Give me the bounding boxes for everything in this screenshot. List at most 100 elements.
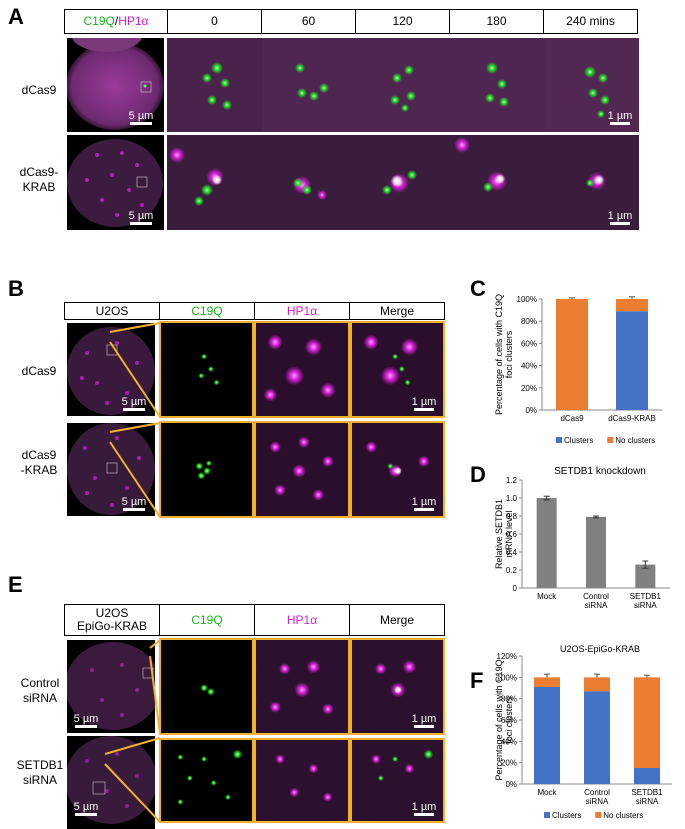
c19q-zoom-image — [159, 321, 254, 418]
nucleus-image: 5 µm — [67, 323, 155, 416]
row-label-setdb1-sirna: SETDB1 siRNA — [16, 758, 64, 787]
nucleus-image: 5 µm — [67, 423, 155, 516]
legend-label: No clusters — [603, 811, 643, 820]
timelapse-zoom-image — [167, 38, 262, 132]
channel-separator: / — [114, 14, 119, 28]
bar — [586, 516, 606, 588]
nucleus-image: 5 µm — [67, 135, 164, 230]
header-hp1a: HP1α — [254, 302, 350, 320]
chart-f: 0% 20% 40% 60% 80% 100% 120% U2OS-EpiGo-KRAB Per… — [494, 644, 672, 820]
c19q-zoom-image — [159, 421, 254, 518]
header-hp1a: HP1α — [254, 604, 350, 636]
x-tick-label: dCas9-KRAB — [608, 414, 656, 423]
y-tick-label: 40% — [521, 362, 537, 371]
x-tick-label: SETDB1 siRNA — [631, 788, 663, 806]
merge-zoom-image: 1 µm — [350, 321, 445, 418]
scale-bar: 5 µm — [126, 210, 156, 226]
y-tick-label: 40% — [501, 737, 517, 746]
nucleus-image: 5 µm — [67, 640, 155, 733]
bar-clusters — [634, 768, 660, 784]
zoom-guide-lines — [104, 639, 161, 823]
timepoint-180: 180 — [449, 9, 544, 34]
timelapse-zoom-image — [262, 135, 357, 230]
bar — [536, 498, 557, 588]
y-tick-label: 20% — [521, 384, 537, 393]
scale-bar: 5 µm — [71, 713, 101, 729]
panel-letter-a: A — [8, 4, 24, 29]
y-tick-label: 0.8 — [506, 512, 518, 521]
panel-letter-d: D — [470, 462, 486, 487]
timelapse-zoom-image — [167, 135, 262, 230]
scale-bar: 1 µm — [411, 713, 437, 729]
bar-clusters — [584, 691, 610, 784]
scale-bar: 1 µm — [411, 396, 437, 412]
legend-swatch — [595, 812, 602, 818]
legend-swatch — [556, 437, 562, 443]
magenta-channel-label: HP1α — [118, 14, 149, 28]
merge-zoom-image: 1 µm — [350, 421, 445, 518]
scale-bar: 5 µm — [119, 496, 149, 512]
scale-bar: 5 µm — [126, 110, 156, 126]
header-merge: Merge — [349, 604, 445, 636]
bar-no-clusters — [616, 299, 648, 312]
x-tick-label: Mock — [537, 592, 557, 601]
x-tick-label: SETDB1 siRNA — [630, 592, 662, 610]
scale-bar: 5 µm — [119, 396, 149, 412]
timelapse-zoom-image — [452, 38, 545, 132]
y-tick-label: 60% — [521, 339, 537, 348]
header-u2os: U2OS — [64, 302, 160, 320]
chart-c: 0% 20% 40% 60% 80% 100%Percentage of cells wi… — [494, 294, 662, 445]
green-channel-label: C19Q — [83, 14, 115, 28]
y-tick-label: 100% — [517, 295, 537, 304]
chart-title: U2OS-EpiGo-KRAB — [560, 644, 640, 654]
legend-swatch — [607, 437, 614, 443]
scale-bar: 1 µm — [411, 496, 437, 512]
panel-letter-c: C — [470, 276, 486, 301]
y-tick-label: 80% — [501, 695, 517, 704]
y-tick-label: 120% — [497, 652, 517, 661]
bar-no-clusters — [556, 299, 588, 410]
hp1a-zoom-image — [254, 638, 350, 735]
nucleus-image: 5 µm — [67, 38, 164, 132]
panel-letter-e: E — [8, 572, 23, 597]
row-label-dcas9-krab: dCas9- KRAB — [19, 165, 59, 194]
y-axis-label: Percentage of cells with C19Qfoci cluste… — [494, 294, 514, 415]
header-merge: Merge — [349, 302, 445, 320]
timelapse-zoom-image: 1 µm — [545, 38, 639, 132]
c19q-zoom-image — [159, 638, 254, 735]
chart-d: 0 0.2 0.4 0.6 0.8 1.0 1.2 SETDB1 knockdown Relat… — [494, 466, 670, 610]
bar-clusters — [534, 686, 560, 784]
bar-clusters — [616, 311, 648, 410]
legend-label: No clusters — [615, 436, 655, 445]
y-tick-label: 20% — [501, 759, 517, 768]
bar-no-clusters — [634, 677, 660, 768]
y-tick-label: 0.6 — [506, 530, 518, 539]
bar — [635, 564, 656, 588]
header-c19q: C19Q — [159, 604, 255, 636]
y-axis-label: Relative SETDB1mRNA level — [494, 499, 514, 569]
bar-no-clusters — [584, 677, 610, 692]
nucleus-image: 5 µm — [67, 736, 155, 829]
y-tick-label: 60% — [501, 716, 517, 725]
row-label-control-sirna: Control siRNA — [20, 676, 60, 705]
timelapse-zoom-image — [262, 38, 357, 132]
merge-zoom-image: 1 µm — [350, 638, 445, 735]
merge-zoom-image: 1 µm — [350, 738, 445, 823]
bar-no-clusters — [534, 677, 560, 687]
row-label-dcas9: dCas9 — [21, 83, 57, 97]
y-tick-label: 0% — [505, 780, 517, 789]
timelapse-zoom-image — [357, 38, 452, 132]
scale-bar: 1 µm — [411, 801, 437, 817]
timelapse-zoom-image: 1 µm — [545, 135, 639, 230]
header-c19q: C19Q — [159, 302, 255, 320]
legend-label: Clusters — [564, 436, 593, 445]
hp1a-zoom-image — [254, 738, 350, 823]
timepoint-120: 120 — [355, 9, 450, 34]
timepoint-0: 0 — [167, 9, 262, 34]
y-axis-label: Percentage of cells with C19Qfoci cluste… — [494, 659, 514, 780]
x-tick-label: Mock — [537, 788, 557, 797]
x-tick-label: dCas9 — [560, 414, 584, 423]
hp1a-zoom-image — [254, 421, 350, 518]
timepoint-240: 240 mins — [543, 9, 638, 34]
row-label-dcas9-krab: dCas9 -KRAB — [20, 448, 58, 477]
